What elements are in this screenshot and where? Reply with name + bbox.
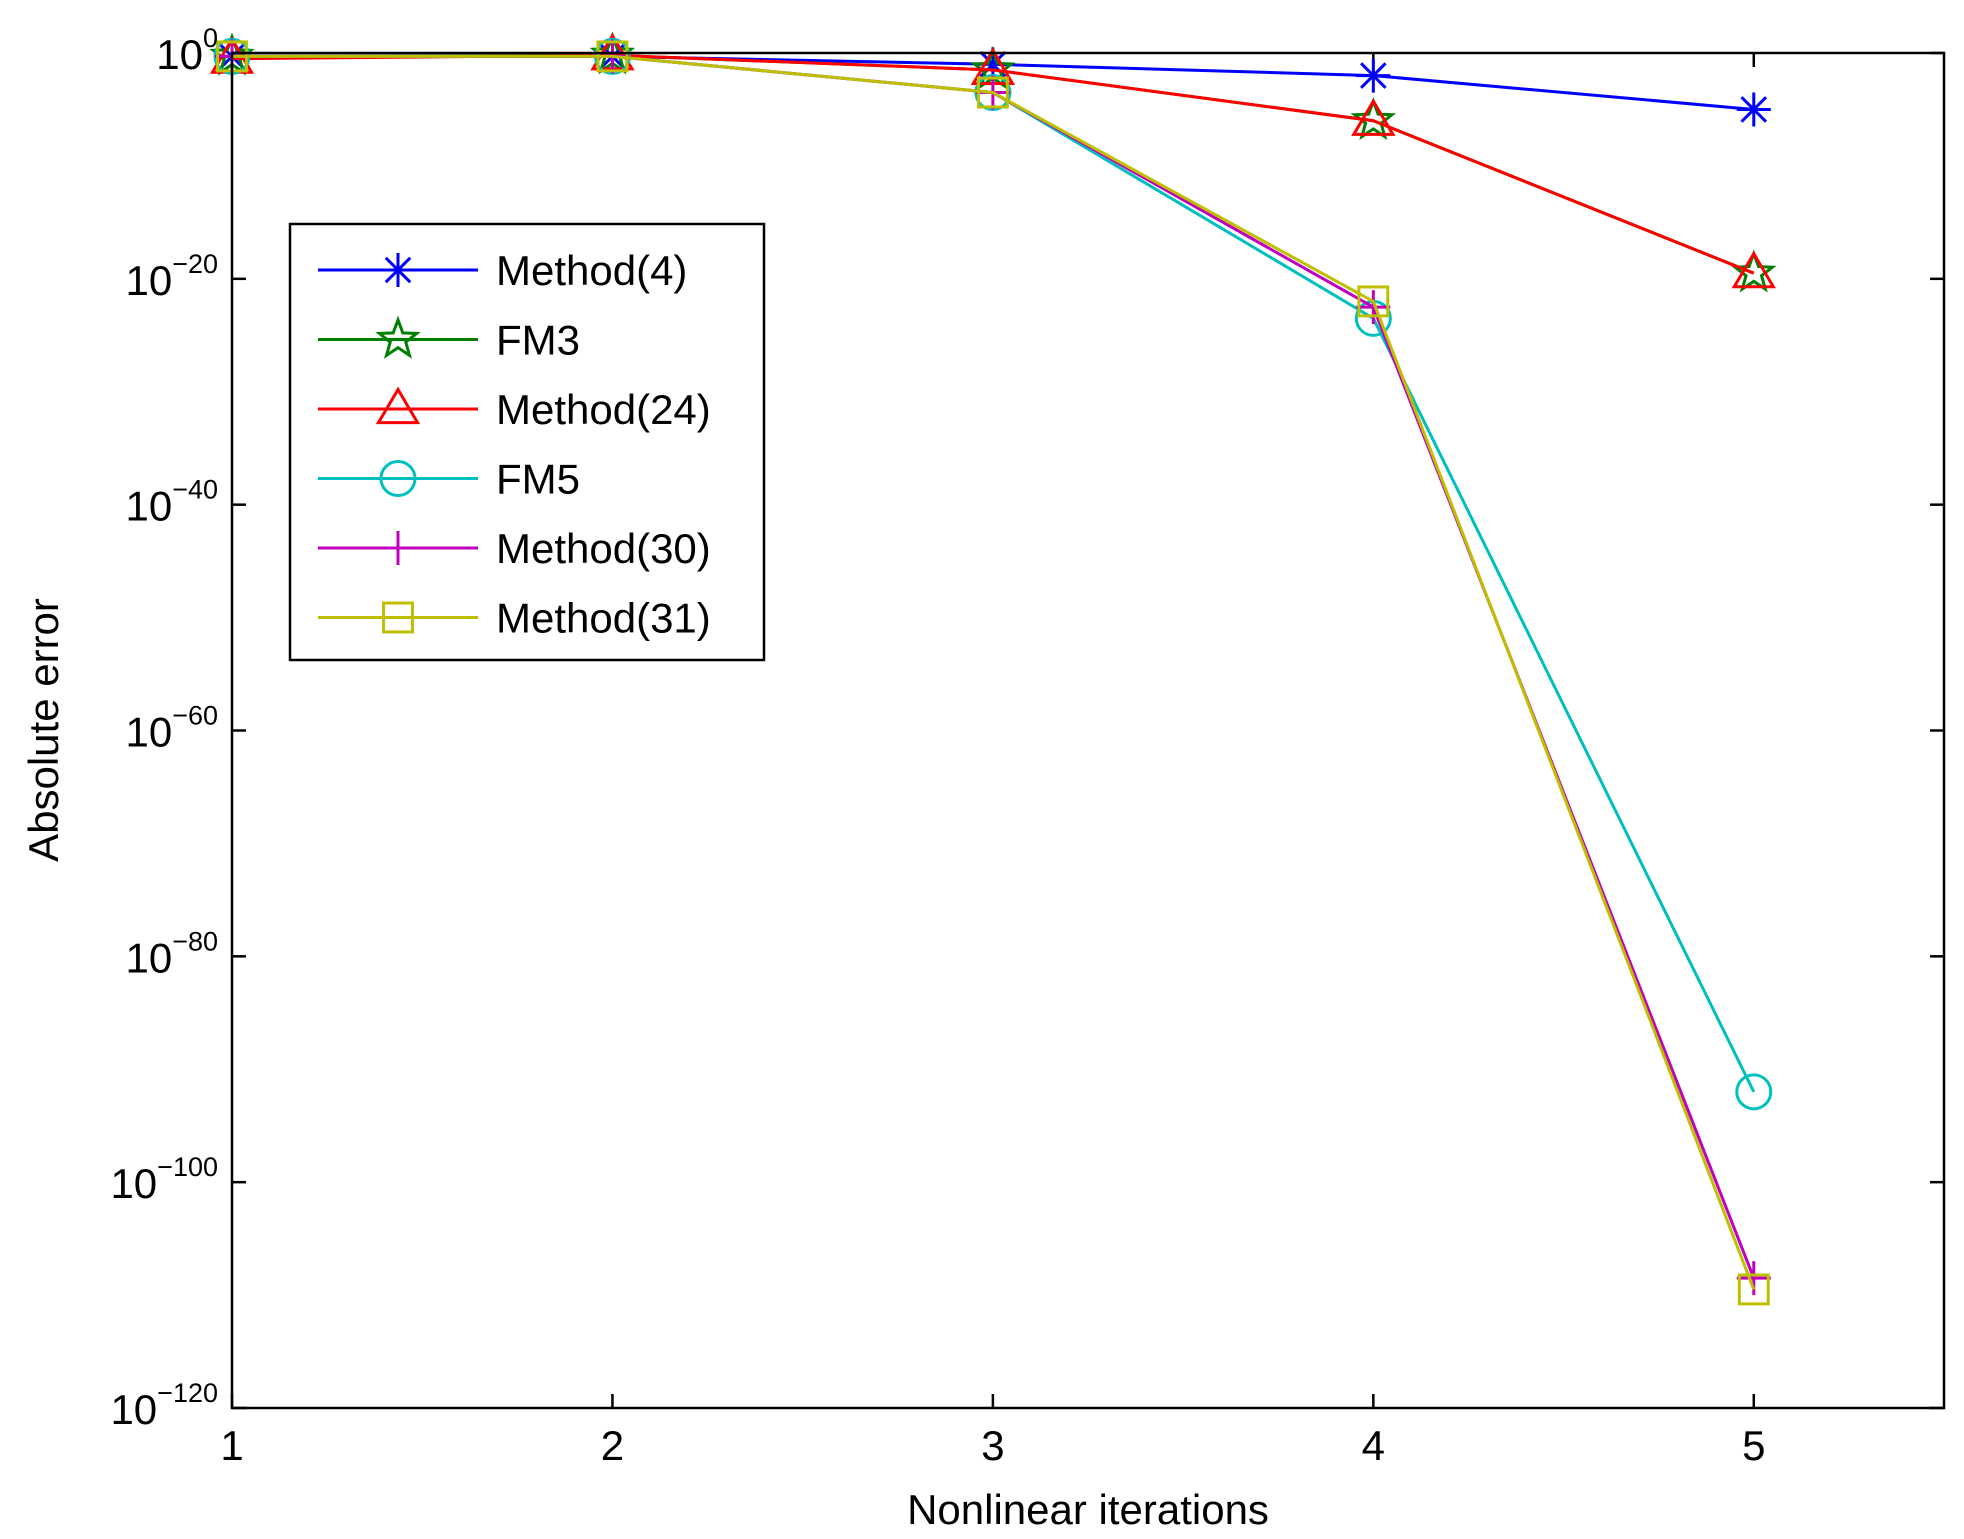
- x-tick-label: 5: [1742, 1422, 1765, 1469]
- series-layer: [209, 31, 1777, 1306]
- legend-box: [288, 222, 766, 662]
- data-point-star: [1350, 96, 1397, 141]
- x-tick-label: 3: [981, 1422, 1004, 1469]
- y-tick-label: 10−80: [125, 926, 218, 981]
- legend-entry: Method(4): [318, 247, 687, 294]
- legend-label: Method(31): [496, 595, 711, 642]
- legend-label: Method(4): [496, 247, 687, 294]
- y-tick-label: 10−40: [125, 475, 218, 530]
- legend-marker-star: [375, 315, 421, 359]
- y-tick-labels: 100 10−20 10−40 10−60 10−80 10−100 10−120: [110, 23, 218, 1433]
- data-point-star: [1731, 249, 1777, 293]
- y-axis-label: Absolute error: [20, 598, 67, 862]
- data-point-plus: [1356, 290, 1391, 325]
- legend-marker-circle: [379, 460, 417, 497]
- data-point-asterisk: [975, 47, 1010, 82]
- data-point-asterisk: [1736, 92, 1771, 127]
- x-tick-label: 1: [220, 1422, 243, 1469]
- legend-label: FM3: [496, 317, 580, 364]
- data-point-triangle: [1351, 98, 1396, 136]
- legend-label: Method(24): [496, 386, 711, 433]
- y-tick-label: 100: [156, 23, 218, 78]
- data-point-asterisk: [1356, 58, 1391, 93]
- legend-label: Method(30): [496, 525, 711, 572]
- legend-entry: Method(31): [318, 595, 711, 642]
- plot-area-frame: [230, 51, 1946, 1410]
- x-tick-labels: 1 2 3 4 5: [220, 1422, 1765, 1469]
- legend-marker-asterisk: [381, 253, 415, 287]
- series-line: [232, 54, 1756, 1290]
- x-axis-label: Nonlinear iterations: [907, 1486, 1269, 1533]
- legend-marker-plus: [381, 531, 415, 565]
- data-point-plus: [1736, 1261, 1771, 1296]
- legend-entry: FM3: [318, 315, 580, 364]
- y-tick-label: 10−20: [125, 249, 218, 304]
- legend: Method(4) FM3 Method(24) FM5 Method(30) Metho…: [288, 222, 766, 662]
- legend-entry: Method(30): [318, 525, 711, 572]
- legend-marker-triangle: [375, 386, 421, 425]
- series-method-31-: [216, 40, 1770, 1306]
- data-point-circle: [1735, 1073, 1773, 1111]
- data-point-triangle: [1731, 250, 1776, 289]
- data-point-square: [596, 40, 629, 73]
- data-point-square: [1357, 285, 1390, 318]
- y-tick-label: 10−100: [110, 1152, 218, 1207]
- legend-entry: Method(24): [318, 386, 711, 433]
- x-tick-label: 2: [601, 1422, 624, 1469]
- y-tick-label: 10−120: [110, 1378, 218, 1433]
- legend-label: FM5: [496, 456, 580, 503]
- data-point-square: [1737, 1273, 1770, 1306]
- y-tick-label: 10−60: [125, 701, 218, 756]
- data-point-square: [976, 76, 1009, 109]
- legend-entry: FM5: [318, 456, 580, 503]
- legend-marker-square: [382, 601, 414, 634]
- x-tick-label: 4: [1362, 1422, 1385, 1469]
